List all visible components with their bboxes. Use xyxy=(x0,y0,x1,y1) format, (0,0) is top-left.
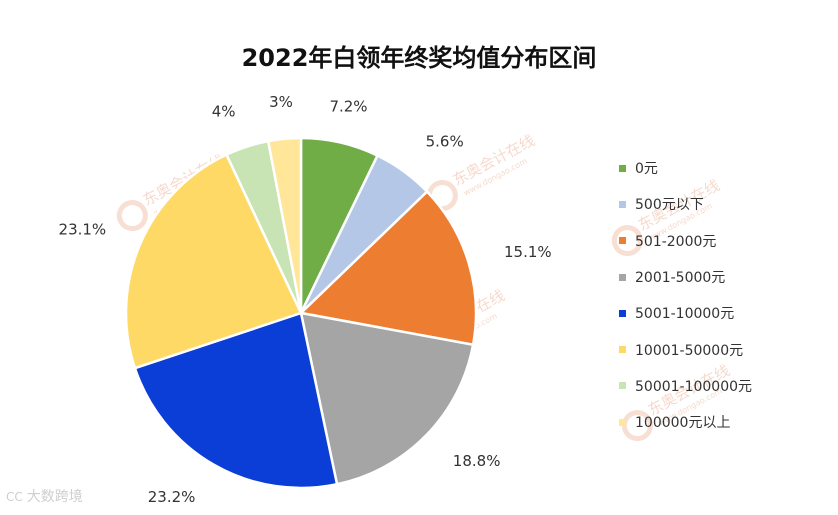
legend-swatch xyxy=(619,309,626,317)
legend-item: 50001-100000元 xyxy=(619,368,752,404)
legend-label: 500元以下 xyxy=(635,197,704,214)
corner-watermark-text: 大数跨境 xyxy=(26,489,83,505)
legend-label: 50001-100000元 xyxy=(635,378,753,395)
pie-slice xyxy=(124,152,303,370)
legend-label: 5001-10000元 xyxy=(635,306,735,323)
slice-value-label: 23.2% xyxy=(148,488,196,506)
corner-watermark: CC 大数跨境 xyxy=(6,486,83,506)
slice-value-label: 23.1% xyxy=(59,220,107,238)
corner-watermark-logo: CC xyxy=(6,490,23,504)
legend-swatch xyxy=(619,200,626,208)
watermark-logo xyxy=(621,410,653,442)
pie-slice xyxy=(298,189,478,347)
legend-swatch xyxy=(619,164,626,172)
legend-item: 100000元以上 xyxy=(619,404,752,440)
legend-item: 500元以下 xyxy=(619,186,752,222)
legend-label: 2001-5000元 xyxy=(635,270,726,287)
legend-swatch xyxy=(619,346,626,354)
legend-item: 2001-5000元 xyxy=(619,259,752,295)
legend-label: 10001-50000元 xyxy=(635,342,744,359)
slice-value-label: 5.6% xyxy=(426,133,464,151)
legend-item: 0元 xyxy=(619,150,752,186)
slice-value-label: 18.8% xyxy=(453,452,501,470)
legend-label: 0元 xyxy=(635,161,658,178)
legend-swatch xyxy=(619,273,626,281)
legend-swatch xyxy=(619,237,626,245)
legend-swatch xyxy=(619,382,626,390)
legend-item: 10001-50000元 xyxy=(619,331,752,367)
legend-item: 501-2000元 xyxy=(619,223,752,259)
pie-slices xyxy=(124,136,478,490)
pie-slice xyxy=(133,311,339,490)
slice-value-label: 3% xyxy=(269,93,293,111)
chart-title: 2022年白领年终奖均值分布区间 xyxy=(241,44,597,72)
slice-value-label: 7.2% xyxy=(329,97,367,115)
legend-label: 100000元以上 xyxy=(635,415,731,432)
legend-label: 501-2000元 xyxy=(635,233,717,250)
pie-slice xyxy=(299,311,475,486)
legend-item: 5001-10000元 xyxy=(619,295,752,331)
slice-value-label: 4% xyxy=(212,102,236,120)
legend: 0元 500元以下 501-2000元 2001-5000元 5001-10000元 10… xyxy=(619,150,752,440)
slice-value-label: 15.1% xyxy=(504,243,552,261)
legend-swatch xyxy=(619,418,626,426)
watermark-logo xyxy=(611,225,643,257)
pie-labels: 7.2% 5.6% 15.1% 18.8% 23.2% 23.1% 4% 3% xyxy=(59,93,552,506)
pie-slice xyxy=(266,136,303,314)
watermark-logo xyxy=(116,200,148,232)
